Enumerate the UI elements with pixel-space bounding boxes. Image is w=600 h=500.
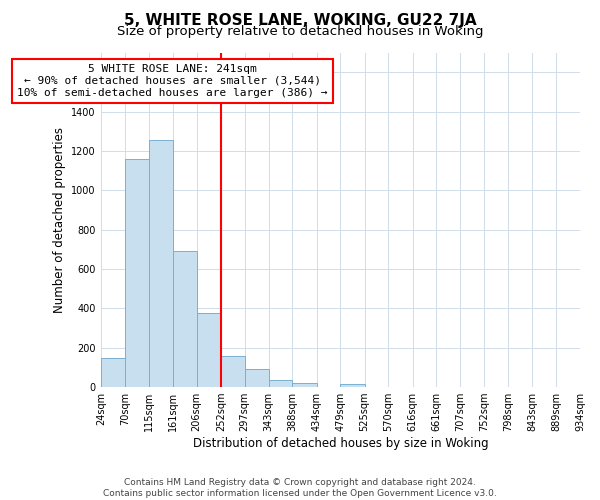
Bar <box>101 358 125 387</box>
Bar <box>173 252 197 387</box>
Bar <box>149 140 173 387</box>
Bar <box>340 384 365 387</box>
Bar <box>197 314 221 387</box>
Bar <box>269 380 292 387</box>
X-axis label: Distribution of detached houses by size in Woking: Distribution of detached houses by size … <box>193 437 488 450</box>
Bar <box>292 383 317 387</box>
Bar <box>125 159 149 387</box>
Bar <box>221 356 245 387</box>
Bar <box>245 369 269 387</box>
Text: 5 WHITE ROSE LANE: 241sqm
← 90% of detached houses are smaller (3,544)
10% of se: 5 WHITE ROSE LANE: 241sqm ← 90% of detac… <box>17 64 328 98</box>
Text: Size of property relative to detached houses in Woking: Size of property relative to detached ho… <box>117 25 483 38</box>
Text: Contains HM Land Registry data © Crown copyright and database right 2024.
Contai: Contains HM Land Registry data © Crown c… <box>103 478 497 498</box>
Text: 5, WHITE ROSE LANE, WOKING, GU22 7JA: 5, WHITE ROSE LANE, WOKING, GU22 7JA <box>124 12 476 28</box>
Y-axis label: Number of detached properties: Number of detached properties <box>53 127 66 313</box>
